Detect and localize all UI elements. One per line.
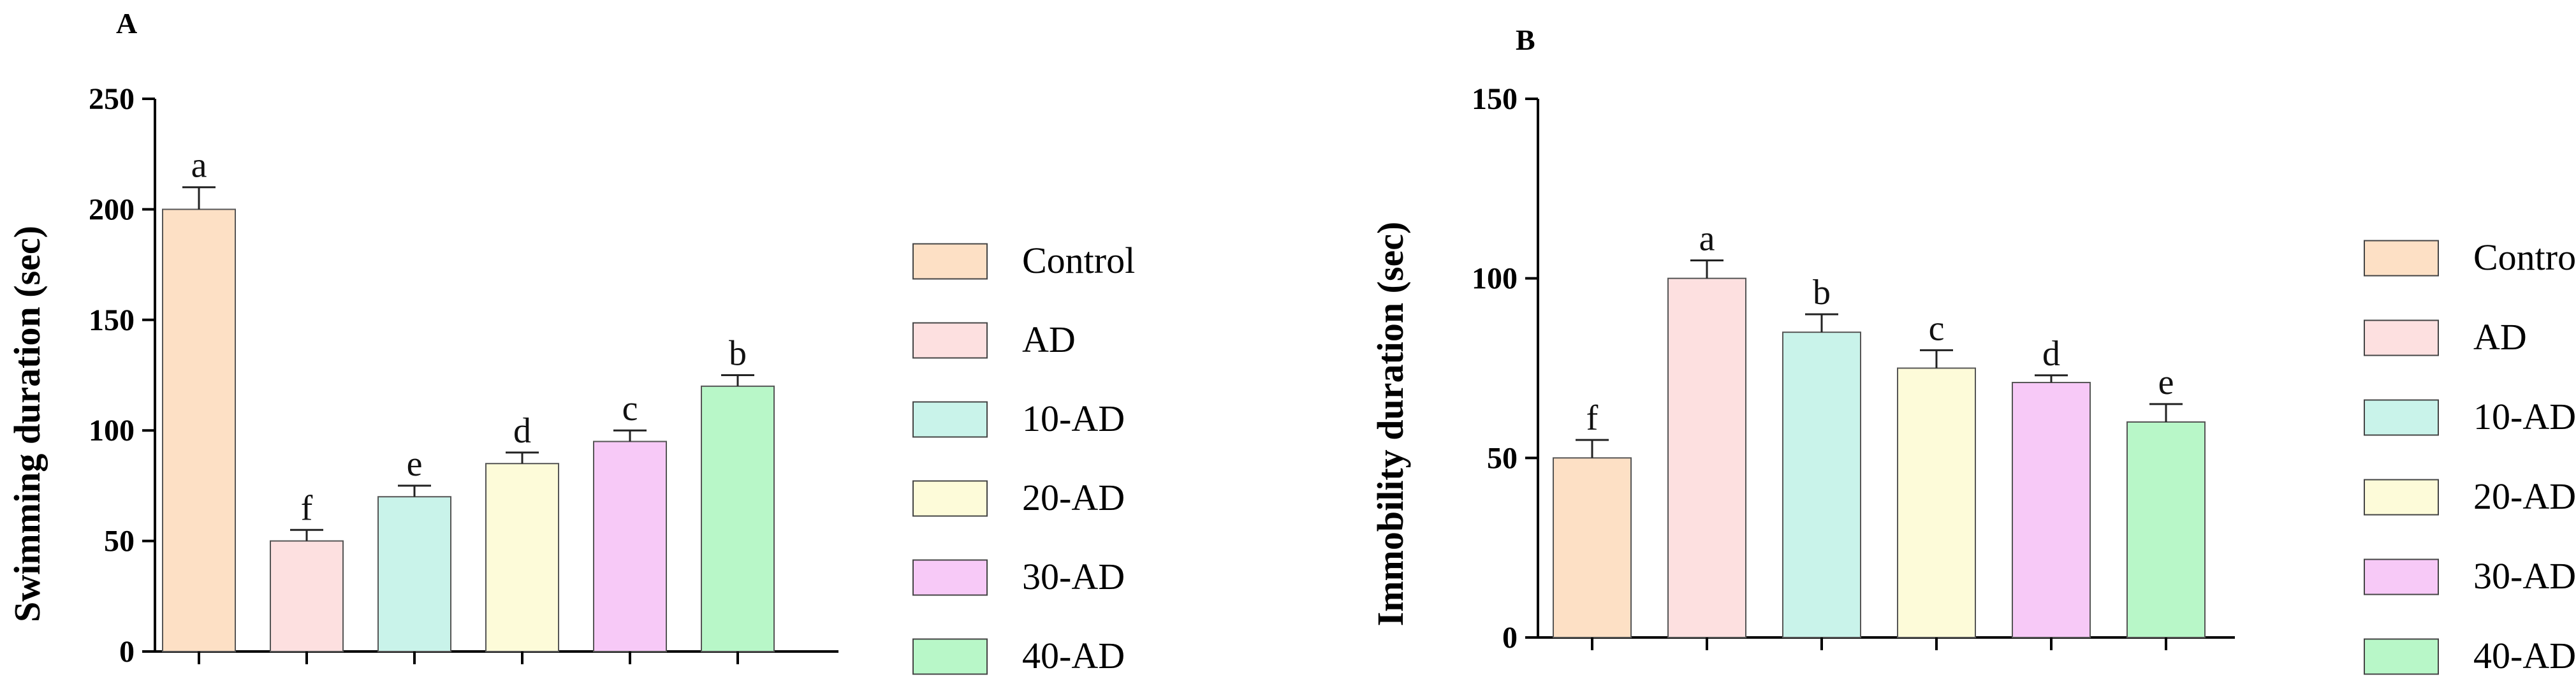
panel-b: B Immobility duration (sec) 0 50 100 150 f a b… — [1370, 24, 2576, 676]
legend-swatch-a-ad — [912, 322, 988, 359]
legend-swatch-a-30-ad — [912, 559, 988, 596]
bar-a-control — [162, 208, 236, 652]
legend-swatch-b-ad — [2364, 319, 2439, 356]
panel-a: A Swimming duration (sec) 0 50 100 150 200 25… — [6, 7, 1135, 676]
legend-swatch-b-10-ad — [2364, 399, 2439, 436]
y-tick-label-b: 0 — [1502, 621, 1518, 655]
legend-label-b-20-ad: 20-AD — [2473, 476, 2576, 517]
sig-letter-b-30-ad: d — [2042, 334, 2060, 374]
legend-label-a-control: Control — [1022, 240, 1135, 281]
sig-letter-a-ad: f — [301, 488, 313, 528]
legend-label-b-10-ad: 10-AD — [2473, 396, 2576, 437]
sig-letter-b-40-ad: e — [2158, 363, 2174, 402]
sig-letter-a-control: a — [191, 146, 207, 186]
y-tick-label-a: 100 — [89, 414, 135, 448]
plot-area-b: 0 50 100 150 f a b c d e — [1472, 82, 2235, 655]
bar-a-40-ad — [701, 385, 775, 653]
y-tick-label-a: 250 — [89, 82, 135, 116]
plot-area-a: 0 50 100 150 200 250 a f e d c b — [89, 82, 838, 669]
sig-letter-b-10-ad: b — [1813, 273, 1831, 312]
legend-label-a-10-ad: 10-AD — [1022, 398, 1125, 439]
bar-a-30-ad — [593, 440, 667, 652]
legend-label-b-control: Control — [2473, 237, 2576, 278]
legend-swatch-b-30-ad — [2364, 558, 2439, 595]
bar-b-control — [1553, 457, 1632, 638]
sig-letter-a-30-ad: c — [622, 389, 638, 428]
legend-swatch-a-20-ad — [912, 480, 988, 517]
bar-a-20-ad — [485, 463, 559, 652]
legend-swatch-b-40-ad — [2364, 638, 2439, 675]
legend-swatch-a-10-ad — [912, 401, 988, 438]
bar-a-ad — [270, 540, 344, 652]
legend-swatch-a-40-ad — [912, 638, 988, 675]
bar-b-30-ad — [2012, 382, 2091, 638]
bar-b-20-ad — [1897, 367, 1976, 638]
y-tick-label-b: 100 — [1472, 262, 1518, 296]
y-tick-label-a: 0 — [119, 635, 135, 669]
bar-b-10-ad — [1782, 331, 1861, 639]
legend-label-a-20-ad: 20-AD — [1022, 477, 1125, 518]
legend-label-a-40-ad: 40-AD — [1022, 635, 1125, 676]
y-tick-label-b: 50 — [1487, 441, 1518, 475]
sig-letter-b-control: f — [1586, 398, 1599, 438]
bar-b-40-ad — [2126, 421, 2206, 638]
y-tick-label-a: 200 — [89, 193, 135, 226]
legend-swatch-b-20-ad — [2364, 479, 2439, 516]
legend-label-b-40-ad: 40-AD — [2473, 635, 2576, 676]
legend-swatch-b-control — [2364, 240, 2439, 277]
bar-a-10-ad — [377, 496, 451, 652]
legend-b: Control AD 10-AD 20-AD 30-AD 40-AD — [2364, 237, 2576, 676]
sig-letter-a-20-ad: d — [513, 411, 531, 451]
panel-letter-a: A — [116, 7, 137, 40]
y-axis-title-b: Immobility duration (sec) — [1370, 222, 1411, 627]
sig-letter-b-20-ad: c — [1929, 309, 1945, 348]
legend-label-a-ad: AD — [1022, 319, 1076, 360]
legend-label-b-30-ad: 30-AD — [2473, 555, 2576, 597]
y-axis-title-a: Swimming duration (sec) — [6, 226, 48, 622]
legend-label-b-ad: AD — [2473, 316, 2527, 358]
y-tick-label-a: 150 — [89, 303, 135, 337]
legend-swatch-a-control — [912, 243, 988, 280]
sig-letter-a-40-ad: b — [729, 334, 747, 374]
y-tick-label-a: 50 — [104, 525, 135, 558]
sig-letter-a-10-ad: e — [407, 444, 423, 484]
panel-letter-b: B — [1516, 24, 1535, 56]
sig-letter-b-ad: a — [1699, 219, 1715, 259]
y-tick-label-b: 150 — [1472, 82, 1518, 116]
legend-label-a-30-ad: 30-AD — [1022, 556, 1125, 597]
bar-b-ad — [1667, 277, 1746, 638]
legend-a: Control AD 10-AD 20-AD 30-AD 40-AD — [912, 240, 1135, 676]
